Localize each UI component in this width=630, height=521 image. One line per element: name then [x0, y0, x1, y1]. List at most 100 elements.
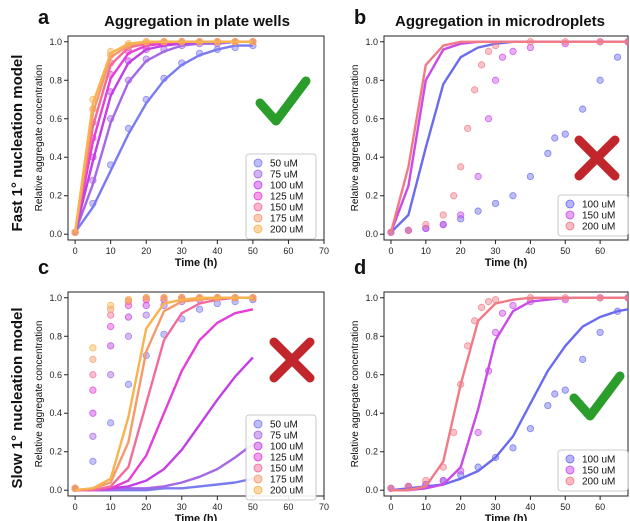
x-tick-label: 20	[141, 246, 151, 256]
y-tick-label: 0.2	[49, 191, 62, 201]
fit-line	[391, 296, 628, 492]
data-point	[107, 371, 115, 379]
legend-marker	[253, 441, 263, 451]
data-point	[124, 298, 133, 306]
legend-marker	[253, 474, 263, 484]
legend-box	[245, 414, 317, 501]
x-tick-label: 20	[456, 246, 466, 256]
y-tick-label: 0.8	[49, 75, 62, 85]
x-tick-label: 30	[491, 246, 501, 256]
x-tick-label: 70	[319, 502, 329, 512]
legend-label: 75 uM	[270, 431, 298, 442]
series-200-um	[387, 294, 628, 492]
plot-area	[387, 294, 628, 492]
y-tick-label: 0.6	[365, 114, 378, 124]
fit-line	[73, 40, 253, 233]
y-tick-label: 0.6	[49, 370, 62, 380]
legend-label: 100 uM	[582, 455, 615, 466]
fit-line	[75, 356, 254, 492]
data-point	[579, 105, 587, 113]
legend-label: 175 uM	[270, 214, 303, 225]
row-title-fast: Fast 1° nucleation model	[9, 55, 26, 232]
x-axis-label: Time (h)	[175, 257, 218, 269]
legend-label: 150 uM	[582, 211, 615, 222]
data-point	[422, 224, 430, 233]
data-point	[474, 172, 482, 181]
x-tick-label: 40	[525, 502, 535, 512]
y-axis-label: Relative aggregate concentration	[350, 321, 361, 468]
fit-line	[390, 308, 628, 492]
legend-box	[557, 449, 629, 492]
legend-label: 50 uM	[270, 159, 298, 170]
x-axis-label: Time (h)	[485, 513, 528, 521]
x-tick-label: 50	[248, 246, 258, 256]
data-point	[142, 294, 150, 302]
panel-a: a 0 10 20 30 40 50 60 70 0.0 0.2 0.4 0.6 0.8 1.0 Time (…	[34, 7, 329, 269]
fit-line	[73, 40, 253, 233]
data-point	[439, 221, 447, 229]
legend-marker	[253, 213, 263, 223]
panel-c: c 0 10 20 30 40 50 60 70 0.0 0.2 0.4 0.6 0.8 1.0 Time (…	[34, 257, 329, 521]
panel-b: b 0 10 20 30 40 50 60 0.0 0.2 0.4 0.6 0.8 1.0 Time (h)…	[350, 7, 629, 269]
cross-mark-icon	[269, 337, 315, 383]
legend-marker	[253, 191, 263, 201]
legend-label: 200 uM	[582, 477, 615, 488]
data-point	[509, 444, 517, 452]
x-tick-label: 60	[283, 246, 293, 256]
data-point	[509, 192, 517, 200]
data-point	[124, 313, 133, 321]
data-point	[404, 226, 412, 234]
fit-line	[75, 296, 253, 492]
plot-area	[387, 38, 628, 236]
legend-marker	[565, 210, 575, 220]
legend-box	[557, 194, 629, 237]
legend-marker	[565, 465, 575, 475]
y-tick-label: 0.0	[49, 229, 62, 239]
fit-line	[74, 296, 253, 492]
data-point	[89, 355, 97, 363]
data-point	[551, 134, 559, 142]
legend-label: 150 uM	[270, 464, 303, 475]
cross-mark-icon	[574, 135, 620, 181]
x-tick-label: 60	[283, 502, 293, 512]
data-point	[544, 149, 552, 157]
legend-label: 100 uM	[270, 181, 303, 192]
data-point	[491, 328, 500, 337]
legend-marker	[253, 430, 263, 440]
x-tick-label: 40	[212, 502, 222, 512]
panel-label: a	[38, 7, 50, 29]
x-tick-label: 0	[73, 246, 78, 256]
plot-frame	[383, 291, 629, 497]
x-tick-label: 70	[319, 246, 329, 256]
y-tick-label: 1.0	[365, 37, 378, 47]
plot-frame	[383, 35, 629, 241]
data-point	[89, 344, 97, 352]
panel-label: b	[354, 7, 366, 29]
x-tick-label: 10	[421, 246, 431, 256]
data-point	[439, 211, 447, 219]
data-point	[160, 294, 168, 302]
y-tick-label: 0.4	[365, 152, 378, 162]
legend-marker	[253, 224, 263, 234]
legend-marker	[565, 221, 575, 231]
x-tick-label: 0	[73, 502, 78, 512]
fit-line	[73, 40, 253, 233]
legend-marker	[565, 476, 575, 486]
x-tick-label: 0	[388, 246, 393, 256]
data-point	[477, 61, 486, 69]
data-point	[526, 43, 535, 52]
data-point	[544, 401, 552, 410]
legend-marker	[253, 463, 263, 473]
column-title-plate-wells: Aggregation in plate wells	[104, 13, 290, 30]
x-tick-label: 30	[491, 502, 501, 512]
data-point	[596, 76, 604, 84]
y-tick-label: 0.0	[365, 229, 378, 239]
legend-marker	[253, 485, 263, 495]
legend-label: 125 uM	[270, 453, 303, 464]
legend-label: 100 uM	[582, 200, 615, 211]
x-tick-label: 20	[456, 502, 466, 512]
legend-marker	[565, 199, 575, 209]
fit-line	[73, 40, 253, 233]
data-point	[561, 130, 569, 138]
